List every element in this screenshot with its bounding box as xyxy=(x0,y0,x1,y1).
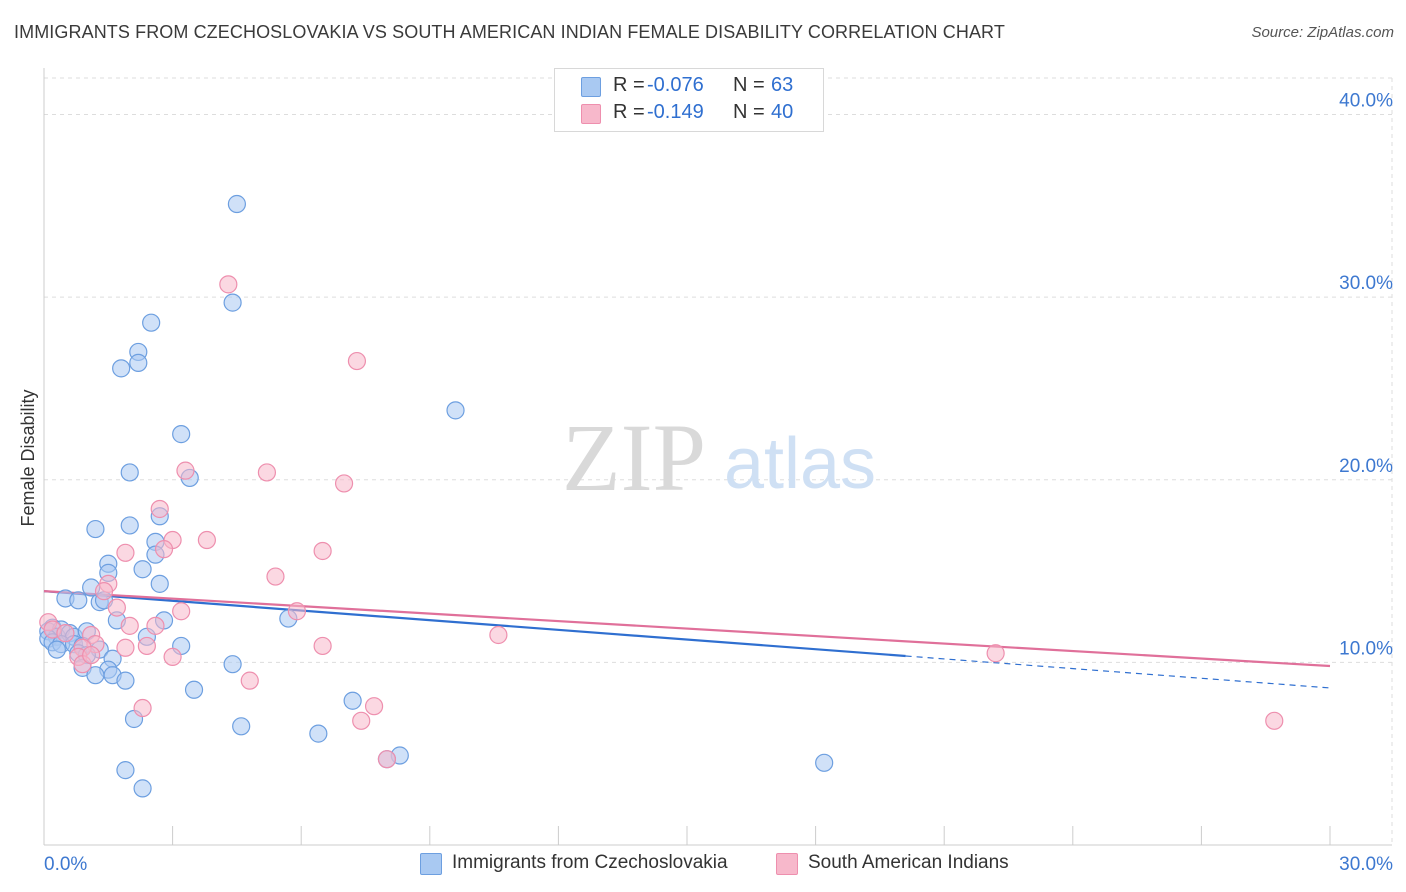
point-south-american-indians xyxy=(56,624,75,643)
point-czechoslovakia xyxy=(112,359,131,378)
y-tick-label: 30.0% xyxy=(1339,273,1393,294)
series-legend: Immigrants from Czechoslovakia South Ame… xyxy=(0,852,1406,878)
legend-r-value: -0.149 xyxy=(647,101,704,123)
legend-swatch-blue xyxy=(581,77,601,97)
point-south-american-indians xyxy=(133,698,152,718)
watermark-atlas: atlas xyxy=(724,424,876,504)
y-tick-label: 20.0% xyxy=(1339,456,1393,477)
point-czechoslovakia xyxy=(142,313,161,332)
point-czechoslovakia xyxy=(223,655,242,674)
point-czechoslovakia xyxy=(309,724,328,743)
series-swatch-pink xyxy=(776,853,798,875)
point-south-american-indians xyxy=(986,644,1005,663)
point-czechoslovakia xyxy=(69,591,88,610)
point-south-american-indians xyxy=(172,602,191,621)
legend-r-label: R = xyxy=(613,74,645,96)
point-czechoslovakia xyxy=(133,779,152,798)
point-south-american-indians xyxy=(120,616,139,635)
point-south-american-indians xyxy=(150,499,169,519)
point-south-american-indians xyxy=(219,275,238,294)
point-czechoslovakia xyxy=(223,293,242,312)
legend-n-label: N = xyxy=(733,101,765,123)
point-south-american-indians xyxy=(176,461,195,480)
point-south-american-indians xyxy=(116,543,135,562)
x-tick-label: 0.0% xyxy=(44,854,87,875)
trend-line-czechoslovakia xyxy=(43,590,906,658)
point-czechoslovakia xyxy=(47,640,66,659)
tick-labels: 10.0% 20.0% 30.0% 40.0% 0.0% 30.0% xyxy=(44,91,1393,875)
watermark-zip: ZIP xyxy=(562,404,706,511)
point-south-american-indians xyxy=(82,645,101,665)
axes xyxy=(43,68,1392,846)
point-czechoslovakia xyxy=(120,516,139,535)
point-czechoslovakia xyxy=(116,761,135,780)
point-czechoslovakia xyxy=(815,753,834,772)
legend-n-label: N = xyxy=(733,74,765,96)
data-points xyxy=(39,194,1284,798)
source-label: Source: ZipAtlas.com xyxy=(1251,24,1394,41)
point-czechoslovakia xyxy=(232,717,251,736)
x-tick-label: 30.0% xyxy=(1339,854,1393,875)
y-tick-label: 40.0% xyxy=(1339,91,1393,112)
point-czechoslovakia xyxy=(116,671,135,690)
point-south-american-indians xyxy=(377,750,397,769)
point-south-american-indians xyxy=(257,463,277,482)
point-south-american-indians xyxy=(489,625,508,645)
point-czechoslovakia xyxy=(227,194,246,214)
point-czechoslovakia xyxy=(446,401,465,420)
trend-line-south-american-indians xyxy=(43,590,1331,668)
point-south-american-indians xyxy=(116,638,135,657)
point-south-american-indians xyxy=(107,598,126,617)
trend-lines xyxy=(43,590,1331,689)
point-south-american-indians xyxy=(154,540,174,559)
point-south-american-indians xyxy=(240,671,259,690)
point-czechoslovakia xyxy=(172,425,191,444)
legend-row-south-american-indians: R = -0.149 N = 40 xyxy=(555,100,823,126)
point-czechoslovakia xyxy=(86,519,105,539)
point-south-american-indians xyxy=(137,636,156,656)
legend-n-value: 40 xyxy=(771,101,794,123)
point-south-american-indians xyxy=(347,351,367,371)
series-legend-label: South American Indians xyxy=(808,852,1009,873)
chart-title: IMMIGRANTS FROM CZECHOSLOVAKIA VS SOUTH … xyxy=(14,22,1005,42)
point-czechoslovakia xyxy=(343,691,362,710)
point-czechoslovakia xyxy=(133,560,152,579)
point-south-american-indians xyxy=(287,602,307,621)
correlation-legend: R = -0.076 N = 63 R = -0.149 N = 40 xyxy=(554,68,824,132)
point-czechoslovakia xyxy=(129,353,148,372)
point-south-american-indians xyxy=(266,567,285,586)
point-south-american-indians xyxy=(197,530,216,550)
point-south-american-indians xyxy=(146,616,165,635)
point-czechoslovakia xyxy=(184,680,204,699)
legend-r-value: -0.076 xyxy=(647,74,704,96)
legend-row-czechoslovakia: R = -0.076 N = 63 xyxy=(555,73,823,99)
y-axis-label: Female Disability xyxy=(18,389,38,526)
point-south-american-indians xyxy=(1265,711,1284,730)
point-south-american-indians xyxy=(313,636,332,656)
series-swatch-blue xyxy=(420,853,442,875)
point-south-american-indians xyxy=(334,474,354,493)
point-south-american-indians xyxy=(364,697,384,716)
trend-line-czechoslovakia-extension xyxy=(905,655,1331,689)
point-south-american-indians xyxy=(352,711,371,730)
series-legend-label: Immigrants from Czechoslovakia xyxy=(452,852,728,873)
legend-swatch-pink xyxy=(581,104,601,124)
point-czechoslovakia xyxy=(150,574,169,593)
watermark: ZIP atlas xyxy=(562,404,876,511)
point-south-american-indians xyxy=(313,541,332,561)
point-czechoslovakia xyxy=(120,463,139,482)
legend-n-value: 63 xyxy=(771,74,794,96)
point-south-american-indians xyxy=(94,582,114,601)
y-tick-label: 10.0% xyxy=(1339,638,1393,659)
legend-r-label: R = xyxy=(613,101,645,123)
point-south-american-indians xyxy=(163,647,182,667)
